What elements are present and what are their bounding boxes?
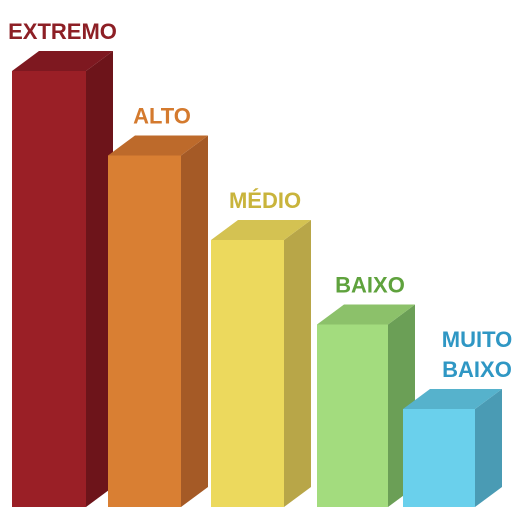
bar-front-face [317,324,388,507]
bar-front-face [12,71,86,507]
bar-front-face [108,155,181,507]
bar-side-face [475,389,502,507]
bar-4 [317,304,415,507]
bar-side-face [86,51,113,507]
bar-2 [108,135,208,507]
bar-front-face [211,240,284,507]
bar-top-face [108,135,208,156]
category-label: BAIXO [442,357,512,382]
bar-front-face [403,409,475,507]
bar-top-face [12,51,113,71]
bar-5 [403,389,502,507]
category-label: BAIXO [335,273,405,298]
category-label: MÉDIO [229,188,301,213]
category-label: MUITO [442,327,512,352]
category-label: EXTREMO [8,19,117,44]
bar-side-face [284,220,311,507]
bar-1 [12,51,113,507]
bar-top-face [403,389,502,409]
bar-top-face [317,304,415,325]
category-label: ALTO [133,104,191,129]
bar-side-face [181,135,208,507]
bar-3 [211,220,311,507]
bar-top-face [211,220,311,240]
